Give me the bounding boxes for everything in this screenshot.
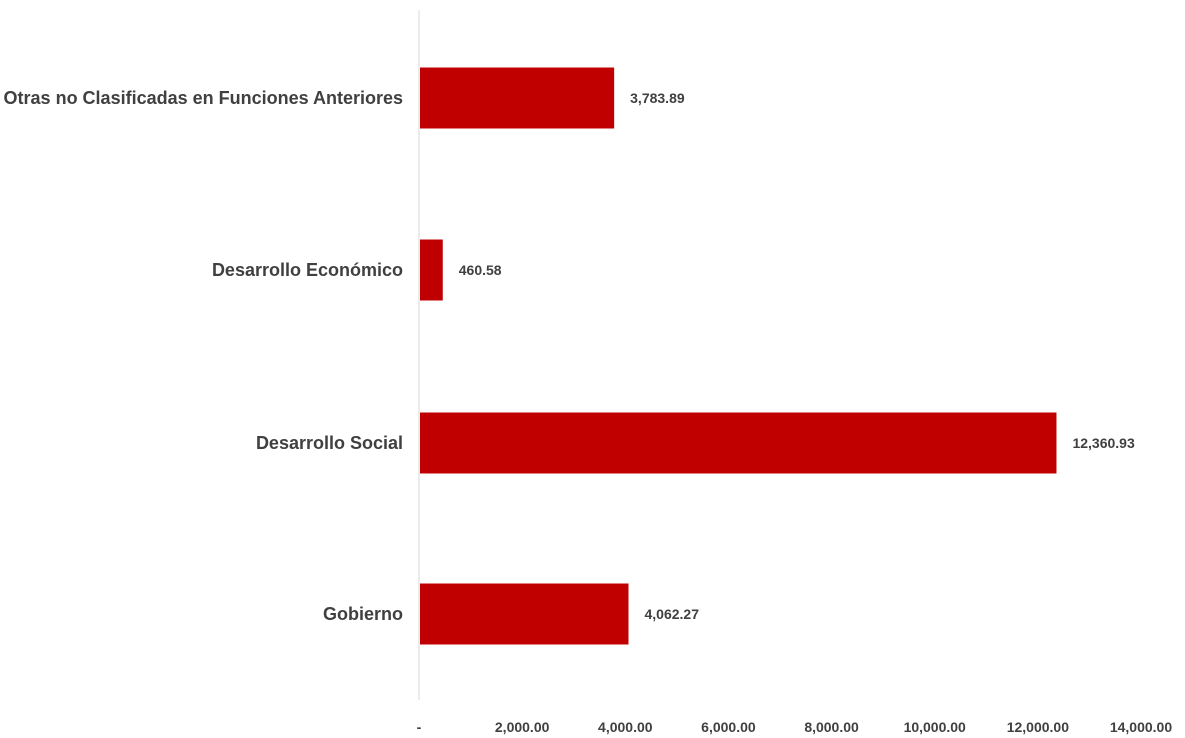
value-label-1: 460.58 [459,262,502,278]
category-label-2: Desarrollo Social [256,433,403,453]
x-tick-label-5: 10,000.00 [904,719,966,735]
bar-1 [420,239,443,301]
category-label-1: Desarrollo Económico [212,260,403,280]
bars-group [420,67,1057,645]
x-tick-label-3: 6,000.00 [701,719,756,735]
x-tick-label-2: 4,000.00 [598,719,653,735]
value-label-2: 12,360.93 [1072,435,1134,451]
category-labels-group: Otras no Clasificadas en Funciones Anter… [4,88,403,624]
x-tick-label-1: 2,000.00 [495,719,550,735]
category-label-0: Otras no Clasificadas en Funciones Anter… [4,88,403,108]
bar-3 [420,583,629,645]
bar-2 [420,412,1057,474]
x-tick-label-4: 8,000.00 [804,719,859,735]
value-label-0: 3,783.89 [630,90,685,106]
category-label-3: Gobierno [323,604,403,624]
x-tick-label-0: - [417,719,422,735]
x-axis-ticks-group: - 2,000.00 4,000.00 6,000.00 8,000.00 10,000.… [417,719,1173,735]
x-tick-label-6: 12,000.00 [1007,719,1069,735]
bar-0 [420,67,615,129]
value-labels-group: 3,783.89 460.58 12,360.93 4,062.27 [459,90,1135,622]
x-tick-label-7: 14,000.00 [1110,719,1172,735]
value-label-3: 4,062.27 [644,606,699,622]
